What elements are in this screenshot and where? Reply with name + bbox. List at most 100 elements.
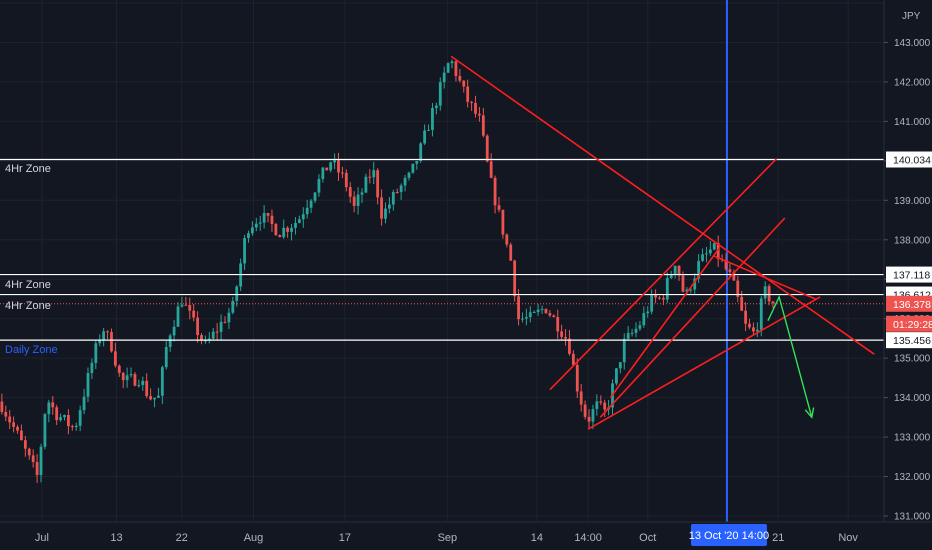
candle-body	[481, 115, 485, 136]
candle	[117, 364, 121, 377]
candle	[673, 265, 677, 279]
trendline-0[interactable]	[450, 55, 875, 355]
candle-body	[207, 338, 211, 341]
candle	[321, 166, 325, 183]
candle-body	[356, 194, 360, 206]
candle	[149, 388, 153, 401]
candle	[638, 320, 642, 331]
candle	[626, 326, 630, 341]
candle-body	[141, 380, 145, 385]
trendline-2[interactable]	[599, 217, 786, 418]
candle	[184, 296, 188, 306]
candle-body	[524, 317, 528, 319]
candle-body	[266, 213, 270, 216]
candle-body	[497, 205, 501, 210]
candle	[568, 330, 571, 356]
candle	[579, 383, 583, 412]
candle-body	[309, 200, 313, 208]
trendline-3[interactable]	[587, 296, 821, 430]
price-axis[interactable]: JPY 143.000142.000141.000140.000139.0001…	[883, 0, 932, 523]
candle-body	[188, 305, 192, 311]
candle-body	[638, 325, 642, 329]
candle	[333, 153, 336, 169]
candle	[434, 102, 438, 115]
candle-body	[728, 269, 732, 273]
candle-body	[196, 317, 199, 336]
x-tick-label: Nov	[838, 532, 858, 544]
candle-body	[133, 374, 137, 386]
candle-body	[47, 402, 51, 415]
candle	[552, 314, 556, 318]
candle	[90, 358, 94, 380]
candle	[157, 387, 160, 398]
candle	[748, 318, 751, 330]
candle	[736, 276, 740, 303]
candle	[192, 303, 196, 322]
candle	[247, 230, 250, 243]
candle-body	[501, 209, 505, 235]
candle-body	[348, 187, 352, 197]
candle	[708, 241, 712, 256]
candle-body	[419, 143, 423, 162]
candle-body	[384, 208, 387, 219]
badge-135456-bg	[886, 332, 932, 349]
candle-body	[470, 101, 473, 103]
projection-path[interactable]	[767, 294, 813, 418]
candle-body	[685, 289, 689, 292]
candle-body	[423, 130, 427, 144]
candle-body	[106, 331, 109, 333]
candle-body	[689, 289, 693, 291]
trendline-4[interactable]	[609, 247, 721, 399]
candle	[286, 226, 290, 238]
candle-body	[31, 455, 35, 463]
candle	[102, 327, 106, 347]
candle	[243, 234, 246, 270]
candle-body	[403, 177, 407, 186]
candle-body	[771, 301, 775, 304]
candle-body	[615, 368, 618, 384]
candle	[446, 62, 450, 74]
candle	[571, 350, 575, 366]
candle	[458, 69, 462, 83]
candle	[622, 333, 626, 370]
candle-body	[387, 204, 391, 209]
y-tick-label: 135.000	[894, 354, 931, 365]
trendline-1[interactable]	[549, 158, 777, 391]
candle-body	[360, 192, 364, 195]
candle-body	[415, 161, 419, 164]
trendline-5[interactable]	[712, 254, 816, 300]
candle-body	[493, 177, 497, 206]
candle-body	[211, 331, 215, 339]
candle	[587, 409, 591, 430]
candle	[454, 59, 458, 82]
candle	[450, 59, 454, 69]
candle-body	[164, 346, 168, 368]
trendlines[interactable]	[450, 55, 875, 430]
candle-body	[748, 323, 751, 328]
candle-body	[407, 172, 411, 178]
candle-body	[587, 416, 591, 422]
candle	[376, 168, 380, 205]
candle-body	[219, 321, 223, 332]
candle	[630, 328, 634, 337]
time-axis[interactable]: Jul 13 22 Aug 17 Sep 14 14:00 Oct 21 Nov 13 Oct '20…	[0, 521, 932, 550]
horizontal-levels[interactable]	[0, 158, 884, 341]
projection-arrow[interactable]	[767, 294, 815, 419]
candle-body	[254, 223, 258, 228]
candle	[470, 100, 473, 111]
candle-body	[192, 310, 196, 318]
candle-body	[113, 351, 117, 366]
candle	[74, 422, 78, 431]
candle	[160, 365, 164, 405]
candle	[329, 161, 333, 173]
candle-body	[372, 170, 376, 178]
candle	[384, 202, 387, 224]
candle	[716, 235, 720, 267]
candle-body	[98, 339, 102, 344]
badge-135456-text: 135.456	[893, 335, 931, 347]
candle	[337, 152, 340, 181]
candle	[82, 388, 86, 415]
candle-body	[262, 213, 266, 223]
candle	[693, 273, 697, 295]
